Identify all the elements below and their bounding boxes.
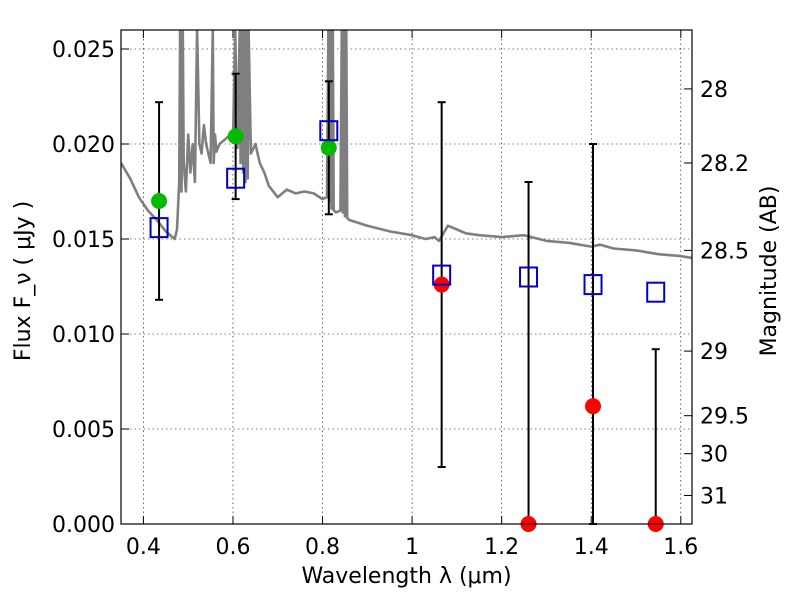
y-tick-label: 0.005: [52, 418, 115, 443]
y-tick-label: 0.015: [52, 228, 115, 253]
photometry-point: [320, 139, 337, 156]
photometry-point: [585, 398, 602, 415]
y2-ticks: 28 28.2 28.5 29 29.5 30 31: [684, 78, 749, 510]
model-spectrum: [121, 30, 692, 260]
y-axis-label: Flux F_ν ( μJy ): [11, 201, 36, 361]
model-flux-square: [519, 266, 539, 288]
y2-tick-label: 29.5: [700, 405, 749, 430]
model-spectrum-line: [121, 30, 692, 260]
y2-tick-label: 31: [700, 485, 728, 510]
y2-tick-label: 28: [700, 78, 728, 103]
x-tick-label: 1.2: [484, 535, 519, 560]
grid-lines: [121, 30, 692, 525]
x-ticks: 0.4 0.6 0.8 1 1.2 1.4 1.6: [126, 30, 698, 560]
y-ticks: 0.000 0.005 0.010 0.015 0.020 0.025: [52, 38, 129, 538]
x-axis-label: Wavelength λ (μm): [301, 564, 511, 589]
model-flux-square: [149, 217, 169, 239]
y2-tick-label: 29: [700, 340, 728, 365]
x-tick-label: 0.6: [215, 535, 250, 560]
y2-tick-label: 30: [700, 443, 728, 468]
model-flux-square: [226, 167, 246, 189]
model-flux-square: [432, 264, 452, 286]
y-tick-label: 0.025: [52, 38, 115, 63]
x-tick-label: 0.8: [305, 535, 340, 560]
model-flux-square: [646, 281, 666, 303]
y-tick-label: 0.010: [52, 323, 115, 348]
y2-tick-label: 28.5: [700, 239, 749, 264]
plot-frame: [120, 29, 693, 525]
model-flux-square: [583, 274, 603, 296]
x-tick-label: 1.6: [663, 535, 698, 560]
x-tick-label: 1.4: [574, 535, 609, 560]
y2-axis-label: Magnitude (AB): [757, 186, 782, 357]
y-tick-label: 0.020: [52, 133, 115, 158]
y2-tick-label: 28.2: [700, 152, 749, 177]
model-flux-square: [319, 120, 339, 142]
x-tick-label: 0.4: [126, 535, 161, 560]
photometry-point: [151, 193, 168, 209]
data-points: [149, 120, 666, 532]
photometry-point: [227, 128, 244, 145]
y-tick-label: 0.000: [52, 513, 115, 538]
x-tick-label: 1: [405, 535, 419, 560]
